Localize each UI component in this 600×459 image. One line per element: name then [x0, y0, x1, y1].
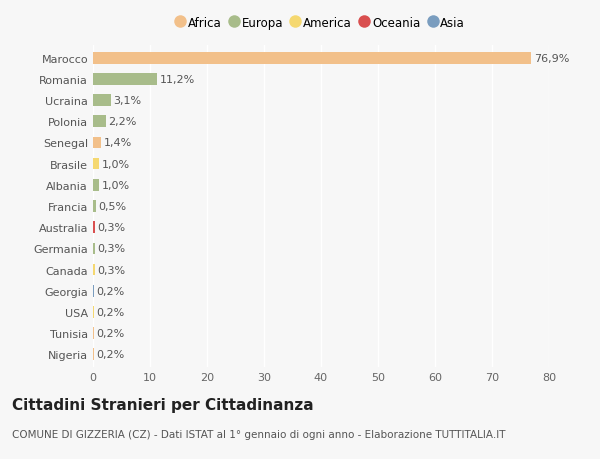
Text: 1,4%: 1,4%	[104, 138, 132, 148]
Bar	[93, 264, 95, 276]
Text: 0,3%: 0,3%	[97, 223, 125, 233]
Text: Cittadini Stranieri per Cittadinanza: Cittadini Stranieri per Cittadinanza	[12, 397, 314, 412]
Text: 1,0%: 1,0%	[101, 180, 130, 190]
Text: 0,2%: 0,2%	[97, 349, 125, 359]
Bar	[93, 349, 94, 360]
Bar	[93, 285, 94, 297]
Bar	[93, 201, 96, 213]
Text: 0,3%: 0,3%	[97, 244, 125, 254]
Text: 0,2%: 0,2%	[97, 286, 125, 296]
Text: 3,1%: 3,1%	[113, 96, 142, 106]
Bar	[93, 74, 157, 85]
Bar	[93, 95, 110, 106]
Text: 0,2%: 0,2%	[97, 307, 125, 317]
Bar	[93, 243, 95, 255]
Bar	[93, 179, 98, 191]
Text: 0,5%: 0,5%	[98, 202, 126, 212]
Text: 2,2%: 2,2%	[109, 117, 137, 127]
Text: COMUNE DI GIZZERIA (CZ) - Dati ISTAT al 1° gennaio di ogni anno - Elaborazione T: COMUNE DI GIZZERIA (CZ) - Dati ISTAT al …	[12, 429, 505, 439]
Text: 11,2%: 11,2%	[160, 75, 195, 85]
Text: 1,0%: 1,0%	[101, 159, 130, 169]
Bar	[93, 222, 95, 234]
Text: 76,9%: 76,9%	[534, 54, 569, 64]
Bar	[93, 328, 94, 339]
Text: 0,2%: 0,2%	[97, 328, 125, 338]
Bar	[93, 116, 106, 128]
Legend: Africa, Europa, America, Oceania, Asia: Africa, Europa, America, Oceania, Asia	[173, 14, 469, 34]
Bar	[93, 158, 98, 170]
Text: 0,3%: 0,3%	[97, 265, 125, 275]
Bar	[93, 307, 94, 318]
Bar	[93, 53, 532, 64]
Bar	[93, 137, 101, 149]
